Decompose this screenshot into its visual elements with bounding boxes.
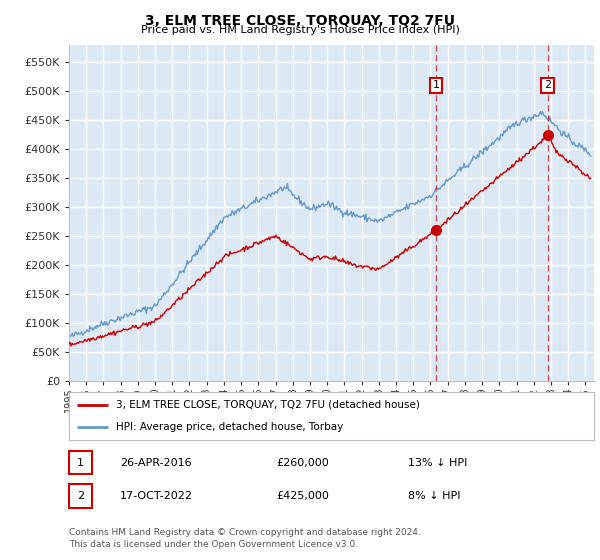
Text: 1: 1	[433, 80, 439, 90]
Text: 17-OCT-2022: 17-OCT-2022	[120, 491, 193, 501]
Text: 8% ↓ HPI: 8% ↓ HPI	[408, 491, 461, 501]
Text: 26-APR-2016: 26-APR-2016	[120, 458, 191, 468]
Text: 3, ELM TREE CLOSE, TORQUAY, TQ2 7FU: 3, ELM TREE CLOSE, TORQUAY, TQ2 7FU	[145, 14, 455, 28]
Text: 2: 2	[544, 80, 551, 90]
Text: £260,000: £260,000	[276, 458, 329, 468]
Text: 2: 2	[77, 491, 84, 501]
Text: Contains HM Land Registry data © Crown copyright and database right 2024.
This d: Contains HM Land Registry data © Crown c…	[69, 528, 421, 549]
Text: HPI: Average price, detached house, Torbay: HPI: Average price, detached house, Torb…	[116, 422, 343, 432]
Text: 1: 1	[77, 458, 84, 468]
Text: 13% ↓ HPI: 13% ↓ HPI	[408, 458, 467, 468]
Text: 3, ELM TREE CLOSE, TORQUAY, TQ2 7FU (detached house): 3, ELM TREE CLOSE, TORQUAY, TQ2 7FU (det…	[116, 400, 420, 410]
Text: £425,000: £425,000	[276, 491, 329, 501]
Text: Price paid vs. HM Land Registry's House Price Index (HPI): Price paid vs. HM Land Registry's House …	[140, 25, 460, 35]
